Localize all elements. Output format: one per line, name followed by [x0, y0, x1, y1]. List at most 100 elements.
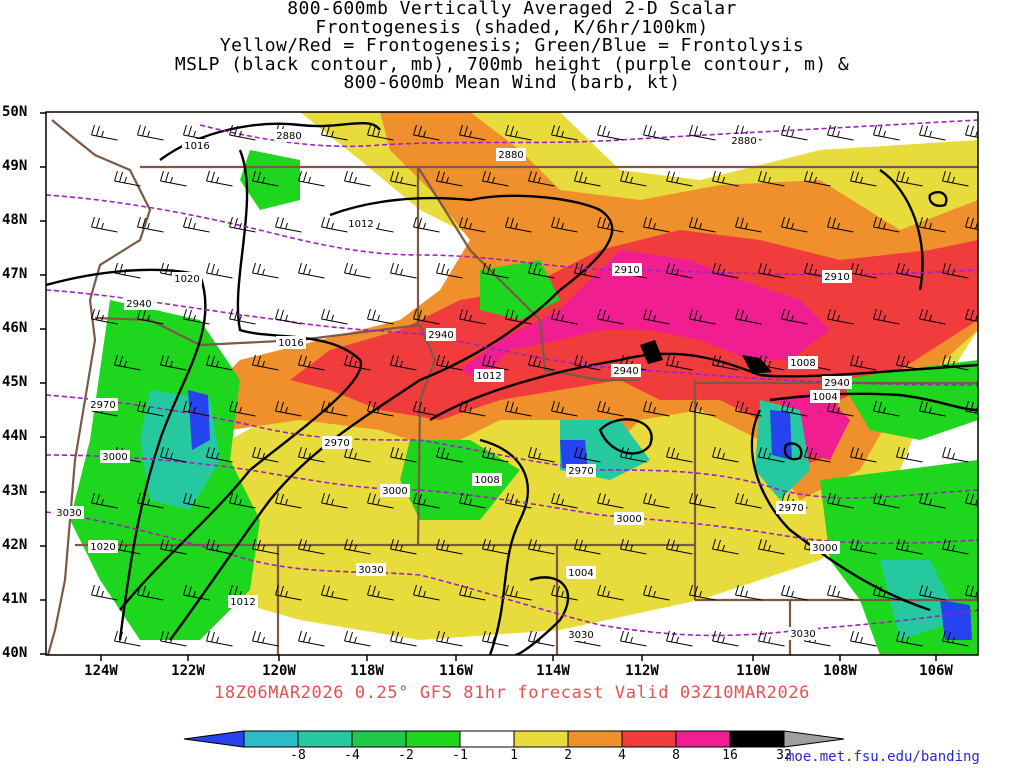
wind-barb	[206, 354, 233, 371]
svg-text:3000: 3000	[382, 486, 407, 497]
height-contour-line	[199, 119, 978, 148]
colorbar-right-arrow	[783, 730, 845, 748]
wind-barb	[183, 492, 210, 509]
height-label: 3000	[810, 541, 840, 554]
wind-barb	[229, 308, 256, 325]
colorbar-tick-label: 32	[776, 748, 792, 763]
height-label: 2970	[566, 464, 596, 477]
mslp-label: 1008	[788, 356, 818, 369]
wind-barb	[413, 124, 440, 141]
wind-barb	[436, 170, 463, 187]
height-label: 3000	[100, 450, 130, 463]
wind-barb	[643, 492, 670, 509]
wind-barb	[344, 446, 371, 463]
height-label: 2940	[426, 328, 456, 341]
wind-barb	[643, 216, 670, 233]
title-line: 800-600mb Mean Wind (barb, kt)	[343, 72, 681, 94]
colorbar-left-arrow	[183, 730, 245, 748]
wind-barb	[252, 262, 279, 279]
wind-barb	[367, 308, 394, 325]
mslp-label: 1004	[810, 390, 840, 403]
wind-barb	[298, 446, 325, 463]
wind-barb	[436, 538, 463, 555]
wind-barb	[919, 216, 946, 233]
wind-barb	[735, 584, 762, 601]
height-label: 3030	[356, 563, 386, 576]
wind-barb	[712, 630, 739, 647]
wind-barb	[160, 354, 187, 371]
wind-barb	[137, 124, 164, 141]
colorbar-cell	[405, 730, 461, 748]
wind-barb	[965, 584, 978, 598]
wind-barb	[643, 124, 670, 141]
svg-text:1016: 1016	[184, 141, 209, 152]
wind-barb	[551, 216, 578, 233]
wind-barb	[206, 170, 233, 187]
colorbar-cell	[675, 730, 731, 748]
title-line: Frontogenesis (shaded, K/6hr/100km)	[315, 16, 709, 38]
wind-barb	[298, 354, 325, 371]
height-label: 2940	[611, 364, 641, 377]
height-label: 2880	[729, 134, 759, 147]
svg-text:1008: 1008	[474, 475, 499, 486]
wind-barb	[114, 630, 141, 647]
colorbar-tick-label: -4	[344, 748, 360, 763]
svg-text:3030: 3030	[56, 508, 81, 519]
wind-barb	[827, 492, 854, 509]
wind-barb	[873, 400, 900, 417]
wind-barb	[344, 170, 371, 187]
wind-barb	[712, 538, 739, 555]
wind-barb	[574, 262, 601, 279]
wind-barb	[574, 538, 601, 555]
wind-barb	[781, 216, 808, 233]
wind-barb	[712, 354, 739, 371]
svg-text:1004: 1004	[812, 392, 837, 403]
lat-label: 47N	[2, 266, 28, 282]
frontogenesis-black-region	[640, 340, 663, 364]
height-label: 2880	[496, 148, 526, 161]
wind-barb	[114, 354, 141, 371]
wind-barb	[827, 124, 854, 141]
wind-barb	[919, 492, 946, 509]
wind-barb	[390, 446, 417, 463]
wind-barb	[919, 584, 946, 601]
wind-barb	[160, 538, 187, 555]
lat-label: 42N	[2, 537, 28, 553]
svg-text:2970: 2970	[568, 466, 593, 477]
credit-link[interactable]: moe.met.fsu.edu/banding	[786, 749, 980, 765]
height-label: 2910	[822, 270, 852, 283]
wind-barb	[735, 400, 762, 417]
wind-barb	[620, 170, 647, 187]
wind-barb	[321, 492, 348, 509]
wind-barb	[206, 630, 233, 647]
height-label: 2970	[88, 398, 118, 411]
wind-barb	[919, 308, 946, 325]
height-label: 3000	[380, 484, 410, 497]
wind-barb	[850, 354, 877, 371]
frontolysis-green-region	[240, 150, 300, 210]
svg-text:3000: 3000	[812, 543, 837, 554]
wind-barb	[551, 492, 578, 509]
wind-barb	[252, 446, 279, 463]
wind-barb	[689, 124, 716, 141]
height-label: 3030	[54, 506, 84, 519]
lat-label: 50N	[2, 104, 28, 120]
wind-barb	[229, 216, 256, 233]
wind-barb	[183, 124, 210, 141]
political-boundaries	[46, 119, 978, 655]
wind-barb	[160, 170, 187, 187]
height-label: 2880	[274, 129, 304, 142]
mslp-label: 1016	[276, 336, 306, 349]
or-id-border	[416, 324, 437, 546]
wind-barb	[413, 492, 440, 509]
wind-barb	[413, 308, 440, 325]
svg-text:1012: 1012	[230, 597, 255, 608]
wind-barb	[666, 630, 693, 647]
wind-barb	[574, 446, 601, 463]
lat-label: 45N	[2, 374, 28, 390]
wind-barb	[942, 262, 969, 279]
svg-text:2880: 2880	[498, 150, 523, 161]
wind-barb	[850, 538, 877, 555]
wind-barb	[896, 354, 923, 371]
wind-barb	[689, 216, 716, 233]
